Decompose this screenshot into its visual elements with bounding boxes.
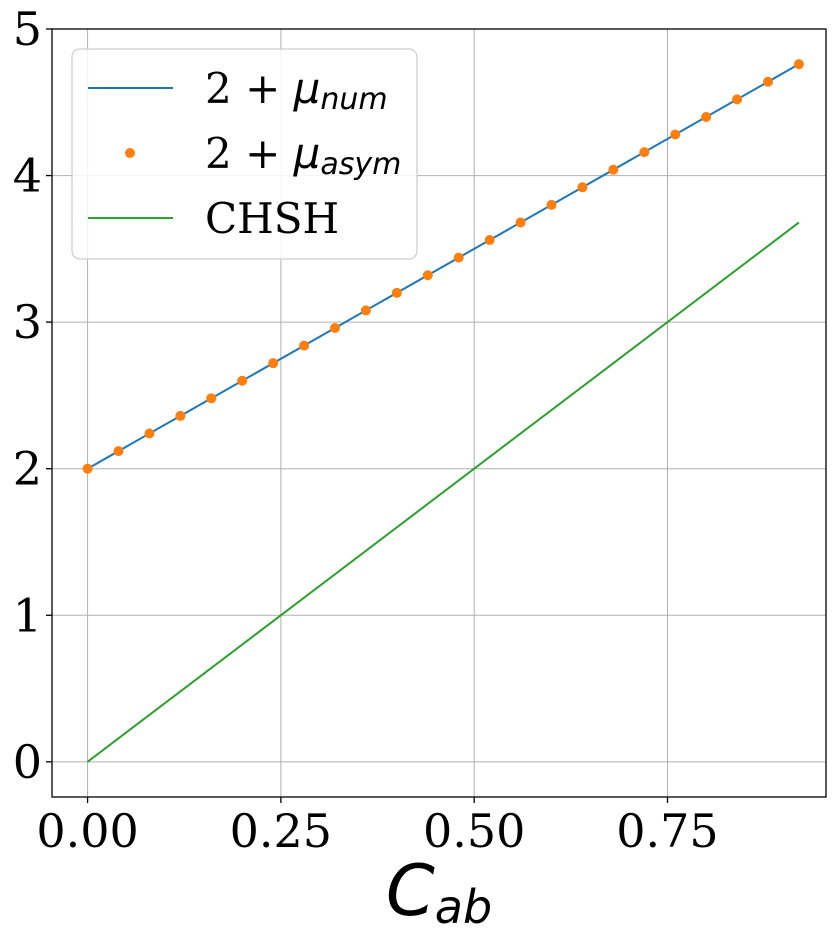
legend-box — [71, 48, 418, 260]
series-marker-1 — [701, 111, 712, 122]
series-line-2 — [86, 221, 800, 763]
legend-label-prefix: 2 + — [205, 129, 294, 178]
legend-label: 2 + μnum — [205, 64, 388, 117]
series-marker-1 — [144, 428, 155, 439]
series-marker-1 — [113, 446, 124, 457]
series-marker-1 — [763, 76, 774, 87]
legend-marker-swatch — [125, 148, 135, 158]
x-axis-label: Cab — [386, 850, 492, 934]
series-marker-1 — [360, 305, 371, 316]
legend-label-symbol: μ — [293, 64, 321, 113]
series-marker-1 — [608, 164, 619, 175]
series-marker-1 — [577, 182, 588, 193]
x-axis-label-main: C — [386, 850, 435, 932]
series-marker-1 — [391, 287, 402, 298]
y-tick-label: 4 — [13, 149, 42, 203]
series-marker-1 — [175, 410, 186, 421]
x-tick-label: 0.50 — [423, 804, 525, 858]
y-tick-label: 3 — [13, 295, 42, 349]
y-tick-label: 1 — [13, 588, 42, 642]
legend-label-prefix: CHSH — [205, 194, 339, 243]
series-marker-1 — [639, 147, 650, 158]
series-marker-1 — [330, 322, 341, 333]
series-marker-1 — [237, 375, 248, 386]
series-marker-1 — [206, 393, 217, 404]
x-tick-label: 0.25 — [230, 804, 332, 858]
y-tick-label: 2 — [13, 442, 42, 496]
legend-label-prefix: 2 + — [205, 64, 294, 113]
series-marker-1 — [268, 358, 279, 369]
y-tick-label: 5 — [13, 2, 42, 56]
legend-label-subscript: num — [320, 82, 387, 117]
legend-label: 2 + μasym — [205, 129, 401, 182]
series-marker-1 — [484, 235, 495, 246]
series-line-0 — [87, 63, 800, 470]
series-marker-1 — [546, 199, 557, 210]
ticks: 0.00 0.25 0.50 0.75 0 1 2 3 4 5 — [13, 2, 719, 858]
legend-label-subscript: asym — [320, 147, 401, 182]
series-layer — [82, 59, 804, 763]
y-tick-label: 0 — [13, 735, 42, 789]
plot-frame — [51, 28, 827, 798]
x-tick-label: 0.00 — [36, 804, 138, 858]
series-marker-1 — [793, 59, 804, 70]
series-marker-1 — [732, 94, 743, 105]
series-marker-1 — [299, 340, 310, 351]
series-marker-1 — [453, 252, 464, 263]
legend-label: CHSH — [205, 194, 339, 243]
series-marker-1 — [422, 270, 433, 281]
series-marker-1 — [82, 463, 93, 474]
x-tick-label: 0.75 — [616, 804, 718, 858]
series-marker-1 — [670, 129, 681, 140]
series-marker-1 — [515, 217, 526, 228]
legend-label-symbol: μ — [293, 129, 321, 178]
x-axis-label-subscript: ab — [435, 880, 492, 934]
